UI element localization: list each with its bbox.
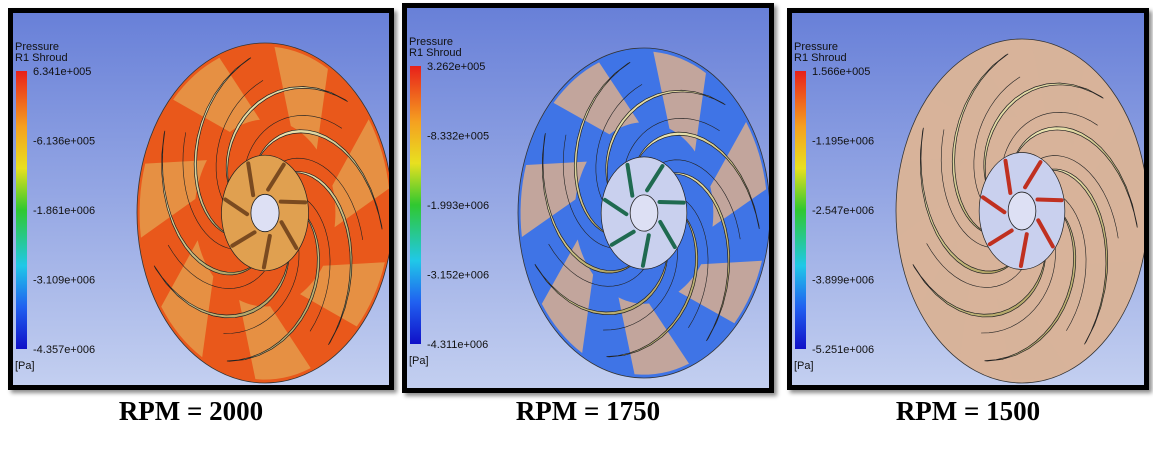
legend-label: -4.311e+006 <box>427 339 488 351</box>
legend-label: 6.341e+005 <box>33 66 91 78</box>
colorbar <box>16 71 27 349</box>
legend-unit: [Pa] <box>15 360 35 372</box>
vane <box>281 202 305 203</box>
hub <box>1008 192 1036 230</box>
legend-label: -1.993e+006 <box>427 200 489 212</box>
caption: RPM = 1750 <box>438 396 738 427</box>
vane <box>660 202 684 203</box>
legend-subtitle: R1 Shroud <box>409 47 462 59</box>
legend-label: -1.195e+006 <box>812 136 874 148</box>
legend-label: -5.251e+006 <box>812 344 874 356</box>
caption: RPM = 2000 <box>41 396 341 427</box>
legend-label: -3.109e+006 <box>33 275 95 287</box>
legend-unit: [Pa] <box>409 355 429 367</box>
vane <box>1038 200 1062 201</box>
legend-label: -2.547e+006 <box>812 205 874 217</box>
colorbar <box>795 71 806 349</box>
legend-label: -8.332e+005 <box>427 131 489 143</box>
legend-label: 3.262e+005 <box>427 61 485 73</box>
legend-label: -1.861e+006 <box>33 205 95 217</box>
legend-unit: [Pa] <box>794 360 814 372</box>
legend-label: -3.899e+006 <box>812 275 874 287</box>
hub <box>630 195 658 231</box>
legend-label: -4.357e+006 <box>33 344 95 356</box>
caption: RPM = 1500 <box>818 396 1118 427</box>
page: PressureR1 Shroud6.341e+005-6.136e+005-1… <box>0 0 1153 452</box>
legend-label: 1.566e+005 <box>812 66 870 78</box>
colorbar <box>410 66 421 344</box>
legend-subtitle: R1 Shroud <box>15 52 68 64</box>
legend-subtitle: R1 Shroud <box>794 52 847 64</box>
legend-label: -3.152e+006 <box>427 270 489 282</box>
legend-label: -6.136e+005 <box>33 136 95 148</box>
hub <box>251 194 279 231</box>
